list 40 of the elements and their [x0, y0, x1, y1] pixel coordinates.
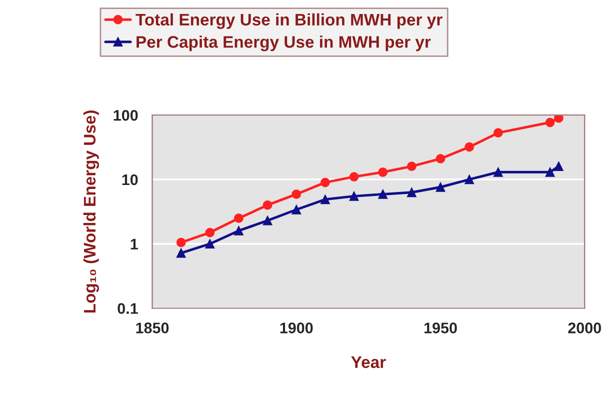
legend-label: Total Energy Use in Billion MWH per yr: [136, 13, 442, 29]
point: [406, 162, 416, 172]
point: [234, 214, 244, 223]
legend-label: Per Capita Energy Use in MWH per yr: [136, 36, 431, 52]
point: [234, 226, 244, 236]
point: [292, 204, 302, 214]
point: [262, 216, 272, 226]
y-tick-label: 1: [130, 238, 138, 250]
point: [406, 188, 416, 198]
point: [493, 128, 503, 138]
point: [320, 194, 330, 204]
point: [378, 167, 388, 177]
point: [554, 162, 564, 172]
x-axis-title: Year: [351, 356, 386, 368]
point: [436, 182, 446, 192]
point: [292, 190, 302, 199]
point: [464, 142, 474, 152]
point: [436, 154, 446, 164]
y-axis-title: Log₁₀ (World Energy Use): [83, 110, 99, 313]
point: [176, 248, 186, 258]
point: [545, 167, 555, 177]
x-tick-label: 1850: [136, 322, 169, 334]
y-tick-label: 100: [114, 110, 138, 121]
y-tick-label: 10: [122, 174, 138, 186]
point: [554, 115, 564, 123]
point: [349, 172, 359, 182]
point: [493, 167, 503, 177]
point: [378, 190, 388, 199]
point: [205, 228, 215, 238]
x-tick-label: 1950: [424, 322, 457, 334]
point: [176, 238, 186, 248]
point: [320, 178, 330, 188]
point: [349, 192, 359, 201]
point: [205, 239, 215, 249]
point: [262, 200, 272, 210]
x-tick-label: 2000: [568, 322, 602, 334]
y-tick-label: 0.1: [118, 303, 138, 314]
point: [545, 118, 555, 128]
x-tick-label: 1900: [280, 322, 313, 334]
point: [464, 174, 474, 184]
